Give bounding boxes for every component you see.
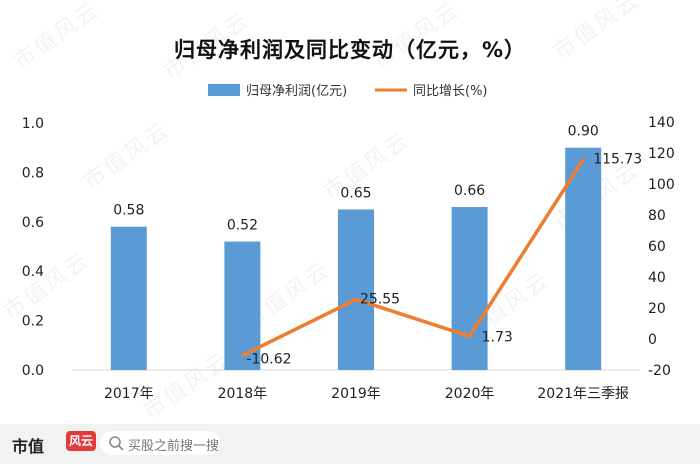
y-right-tick-label: 40 xyxy=(648,270,666,286)
brand-logo-mark: 风云 xyxy=(66,431,96,451)
watermark-text: 市值风云 xyxy=(159,7,255,85)
x-tick-label: 2018年 xyxy=(218,386,268,402)
y-left-tick-label: 0.0 xyxy=(22,363,44,379)
watermark-text: 市值风云 xyxy=(549,0,645,65)
y-left-tick-label: 0.6 xyxy=(22,215,44,231)
line-data-label: -10.62 xyxy=(246,351,291,367)
x-tick-label: 2021年三季报 xyxy=(537,386,629,402)
chart-title: 归母净利润及同比变动（亿元，%） xyxy=(173,38,527,62)
brand-logo-text: 市值 xyxy=(12,437,45,456)
watermark-text: 市值风云 xyxy=(369,0,465,75)
growth-line xyxy=(241,158,585,358)
bar-data-label: 0.58 xyxy=(113,203,144,219)
line-data-label: 25.55 xyxy=(360,291,400,307)
bar-data-label: 0.66 xyxy=(454,183,485,199)
x-tick-label: 2017年 xyxy=(104,386,154,402)
y-right-tick-label: 20 xyxy=(648,301,666,317)
watermark-text: 市值风云 xyxy=(79,117,175,195)
y-right-tick-label: 100 xyxy=(648,177,675,193)
y-right-tick-label: -20 xyxy=(648,363,671,379)
line-data-label: 1.73 xyxy=(482,329,513,345)
y-left-tick-label: 1.0 xyxy=(22,116,44,132)
x-tick-label: 2020年 xyxy=(445,386,495,402)
watermark-text: 市值风云 xyxy=(0,247,95,325)
legend-bar-swatch xyxy=(208,84,240,96)
y-left-tick-label: 0.8 xyxy=(22,165,44,181)
line-data-label: 115.73 xyxy=(593,152,642,168)
search-icon xyxy=(109,436,124,451)
y-left-tick-label: 0.4 xyxy=(22,264,44,280)
y-right-tick-label: 0 xyxy=(648,332,657,348)
growth-line-point xyxy=(468,334,472,338)
growth-line-point xyxy=(354,297,358,301)
bar-data-label: 0.65 xyxy=(340,185,371,201)
y-right-tick-label: 80 xyxy=(648,208,666,224)
growth-line-point xyxy=(581,158,585,162)
bar xyxy=(565,147,602,370)
footer-bar: 市值 风云 买股之前搜一搜 xyxy=(0,424,700,464)
legend-line-label: 同比增长(%) xyxy=(413,84,488,99)
bar-data-label: 0.52 xyxy=(227,218,258,234)
y-right-tick-label: 60 xyxy=(648,239,666,255)
search-box[interactable]: 买股之前搜一搜 xyxy=(100,431,220,455)
watermark-text: 市值风云 xyxy=(9,0,105,75)
bar xyxy=(338,209,374,370)
y-right-tick-label: 140 xyxy=(648,115,675,131)
search-placeholder: 买股之前搜一搜 xyxy=(128,439,220,454)
bar xyxy=(451,206,488,370)
bar xyxy=(110,226,147,370)
x-tick-label: 2019年 xyxy=(331,386,381,402)
y-right-tick-label: 120 xyxy=(648,146,675,162)
legend-bar-label: 归母净利润(亿元) xyxy=(246,84,347,99)
bar-data-label: 0.90 xyxy=(568,124,599,140)
growth-line-point xyxy=(240,353,244,357)
y-left-tick-label: 0.2 xyxy=(22,314,44,330)
